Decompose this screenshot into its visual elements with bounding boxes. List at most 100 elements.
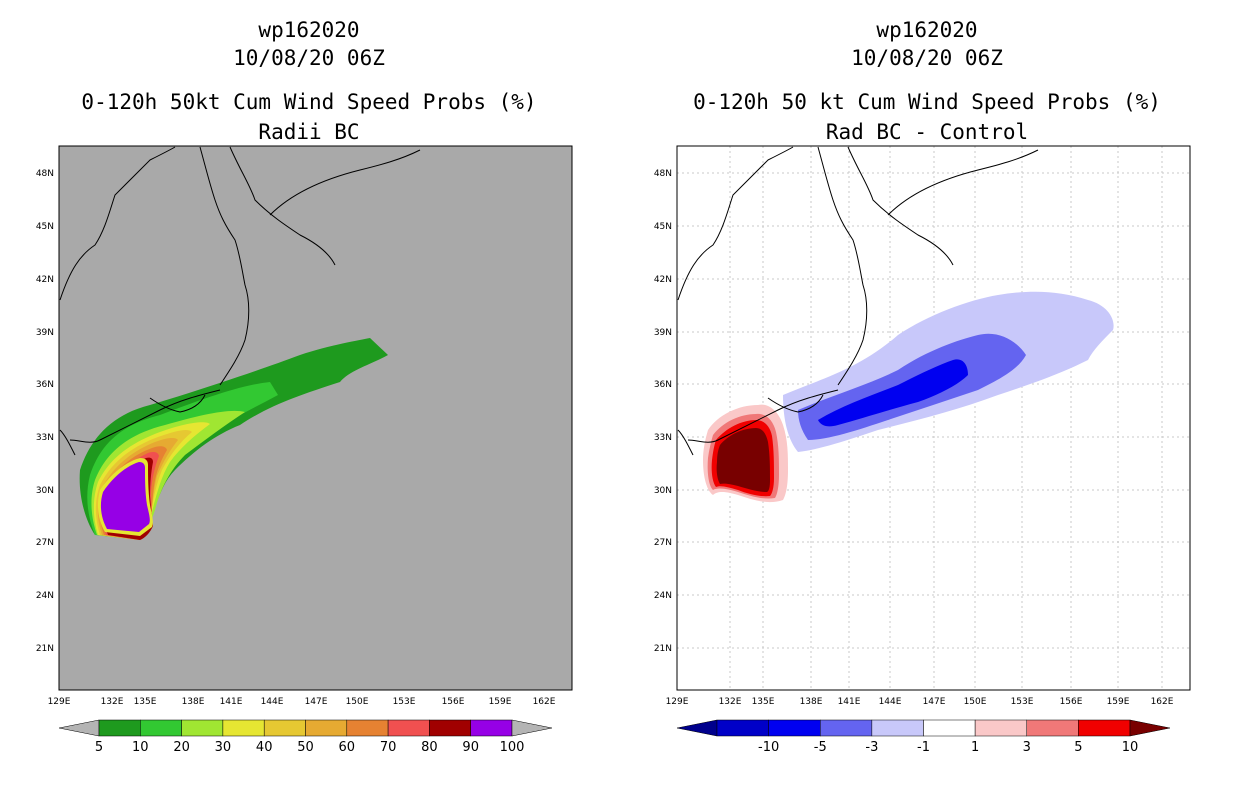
colorbar-swatch: [871, 719, 924, 737]
x-tick: 129E: [48, 697, 71, 707]
x-tick: 144E: [261, 697, 284, 707]
y-tick: 45N: [654, 222, 672, 232]
colorbar-label: 20: [173, 740, 190, 755]
colorbar-swatch: [768, 719, 821, 737]
y-tick: 36N: [654, 380, 672, 390]
colorbar-label: 5: [1074, 740, 1082, 755]
x-tick: 141E: [838, 697, 861, 707]
y-tick: 42N: [654, 275, 672, 285]
colorbar-under-triangle: [676, 719, 718, 737]
y-tick: 24N: [36, 591, 54, 601]
x-tick: 135E: [134, 697, 157, 707]
y-tick: 21N: [36, 644, 54, 654]
colorbar-label: 70: [380, 740, 397, 755]
colorbar-over-triangle: [511, 719, 553, 737]
coastlines: [59, 146, 421, 456]
x-tick: 159E: [1107, 697, 1130, 707]
subtitle: Radii BC: [258, 120, 360, 144]
subtitle: Rad BC - Control: [825, 120, 1029, 144]
colorbar-swatch: [140, 719, 182, 737]
y-tick: 21N: [654, 644, 672, 654]
colorbar-label: 100: [500, 740, 525, 755]
x-tick: 147E: [305, 697, 328, 707]
colorbar-under-triangle: [58, 719, 100, 737]
right-map: 48N 45N 42N 39N 36N 33N 30N 27N 24N 21N …: [654, 145, 1191, 755]
x-tick: 150E: [964, 697, 987, 707]
y-tick: 39N: [654, 328, 672, 338]
colorbar-label: -10: [758, 740, 779, 755]
colorbar-label: -1: [917, 740, 930, 755]
colorbar-swatch: [716, 719, 769, 737]
y-tick: 45N: [36, 222, 54, 232]
right-colorbar: -10 -5 -3 -1 1 3 5 10: [676, 719, 1171, 755]
colorbar-swatch: [974, 719, 1027, 737]
colorbar-over-triangle: [1129, 719, 1171, 737]
colorbar-label: 10: [132, 740, 149, 755]
colorbar-label: 5: [95, 740, 103, 755]
colorbar-swatch: [222, 719, 265, 737]
y-tick: 48N: [36, 169, 54, 179]
colorbar-swatch: [820, 719, 873, 737]
x-tick: 156E: [442, 697, 465, 707]
colorbar-swatch: [346, 719, 389, 737]
coastlines: [677, 146, 1039, 456]
storm-id-title: wp162020: [876, 18, 978, 42]
colorbar-label: -3: [865, 740, 878, 755]
y-tick: 39N: [36, 328, 54, 338]
y-tick: 42N: [36, 275, 54, 285]
y-tick: 27N: [36, 538, 54, 548]
right-panel: wp162020 10/08/20 06Z 0-120h 50 kt Cum W…: [618, 0, 1236, 800]
colorbar-label: 3: [1023, 740, 1031, 755]
y-tick: 33N: [654, 433, 672, 443]
x-tick: 147E: [923, 697, 946, 707]
left-panel: wp162020 10/08/20 06Z 0-120h 50kt Cum Wi…: [36, 18, 573, 755]
y-tick: 48N: [654, 169, 672, 179]
difference-contours: [703, 291, 1114, 503]
y-tick: 30N: [36, 486, 54, 496]
y-tick: 30N: [654, 486, 672, 496]
colorbar-label: 40: [256, 740, 273, 755]
x-tick: 132E: [719, 697, 742, 707]
x-tick: 138E: [800, 697, 823, 707]
x-tick: 138E: [182, 697, 205, 707]
x-tick: 156E: [1060, 697, 1083, 707]
x-tick: 162E: [1151, 697, 1174, 707]
colorbar-swatch: [181, 719, 224, 737]
colorbar-swatch: [305, 719, 348, 737]
map-frame: [58, 145, 573, 691]
colorbar-swatch: [263, 719, 306, 737]
left-map: 48N 45N 42N 39N 36N 33N 30N 27N 24N 21N …: [36, 145, 573, 755]
probability-contours: [79, 338, 388, 540]
product-title: 0-120h 50 kt Cum Wind Speed Probs (%): [693, 90, 1161, 114]
x-tick: 159E: [489, 697, 512, 707]
storm-id-title: wp162020: [258, 18, 360, 42]
x-tick: 135E: [752, 697, 775, 707]
colorbar-swatch: [1026, 719, 1079, 737]
y-tick: 27N: [654, 538, 672, 548]
x-tick: 144E: [879, 697, 902, 707]
x-tick: 129E: [666, 697, 689, 707]
colorbar-label: 60: [339, 740, 356, 755]
left-colorbar: 5 10 20 30 40 50 60 70 80 90 100: [58, 719, 553, 755]
colorbar-label: 30: [215, 740, 232, 755]
datetime-title: 10/08/20 06Z: [851, 46, 1003, 70]
colorbar-swatch: [1078, 719, 1131, 737]
colorbar-label: 10: [1122, 740, 1139, 755]
colorbar-label: 1: [971, 740, 979, 755]
y-tick: 24N: [654, 591, 672, 601]
product-title: 0-120h 50kt Cum Wind Speed Probs (%): [81, 90, 537, 114]
colorbar-swatch: [470, 719, 513, 737]
colorbar-swatch: [923, 719, 976, 737]
contour-100: [100, 462, 150, 532]
left-axis-ticks: 48N 45N 42N 39N 36N 33N 30N 27N 24N 21N …: [36, 169, 556, 707]
map-frame: [676, 145, 1191, 691]
y-tick: 33N: [36, 433, 54, 443]
colorbar-swatch: [387, 719, 430, 737]
y-tick: 36N: [36, 380, 54, 390]
x-tick: 162E: [533, 697, 556, 707]
right-axis-ticks: 48N 45N 42N 39N 36N 33N 30N 27N 24N 21N …: [654, 169, 1174, 707]
x-tick: 141E: [220, 697, 243, 707]
colorbar-label: -5: [814, 740, 827, 755]
contour-pos-10: [716, 428, 770, 492]
colorbar-label: 80: [421, 740, 438, 755]
